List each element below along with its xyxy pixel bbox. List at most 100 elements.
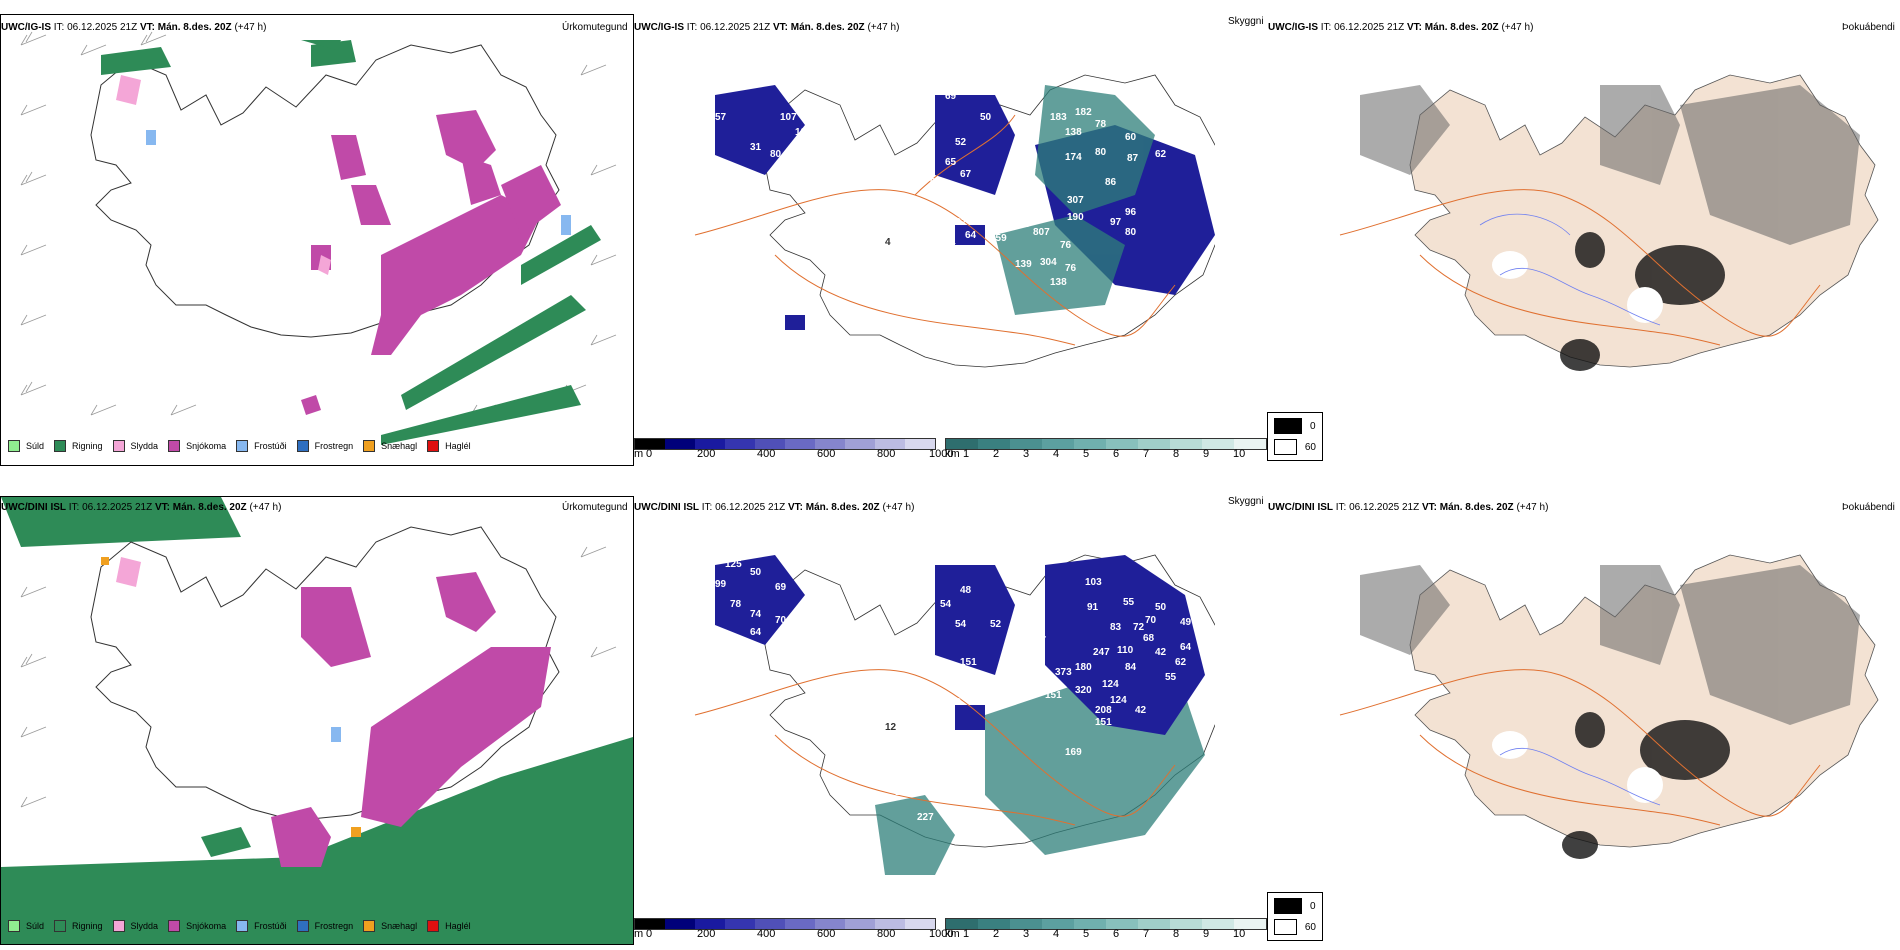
svg-text:86: 86 [1105,177,1117,188]
svg-text:150: 150 [1000,690,1017,701]
svg-text:124: 124 [1110,695,1127,706]
svg-text:50: 50 [1155,602,1167,613]
rain-areas [1,497,633,944]
svg-text:60: 60 [1125,132,1137,143]
svg-text:10: 10 [795,127,807,138]
svg-text:174: 174 [895,787,912,798]
legend-item: Snjókoma [168,440,226,452]
visibility-values: 86 125 50 99 69 78 74 70 64 42 48 54 52 … [715,542,1192,823]
svg-text:12: 12 [895,332,907,343]
svg-text:151: 151 [960,657,977,668]
svg-text:69: 69 [775,582,787,593]
svg-text:12: 12 [885,722,897,733]
legend-item: Rigning [54,920,103,932]
header-precip: UWC/DINI ISL IT: 06.12.2025 21Z VT: Mán.… [1,502,282,513]
legend-item: Frostúði [236,920,287,932]
svg-text:64: 64 [750,627,762,638]
svg-text:76: 76 [1060,240,1072,251]
header-fog: UWC/IG-IS IT: 06.12.2025 21Z VT: Mán. 8.… [1268,22,1534,33]
svg-text:71: 71 [805,162,817,173]
legend-item: Snjókoma [168,920,226,932]
svg-text:42: 42 [1135,705,1147,716]
svg-text:124: 124 [1102,679,1119,690]
legend-item: Slydda [112,920,158,932]
svg-text:48: 48 [960,585,972,596]
sleet-areas [116,75,331,275]
svg-text:182: 182 [1075,107,1092,118]
low-visibility-areas [995,85,1155,315]
precip-type-svg [20,31,617,445]
precip-legend: Súld Rigning Slydda Snjókoma Frostúði Fr… [8,440,481,452]
svg-text:373: 373 [1055,667,1072,678]
fog-title: Þokuábendi [1842,22,1895,33]
fog-dense-areas [1562,712,1730,859]
svg-text:227: 227 [917,812,934,823]
svg-text:138: 138 [1050,277,1067,288]
visibility-ticks: km 1 2 3 4 5 6 7 8 9 10 [945,928,1246,940]
precip-title: Úrkomutegund [562,502,628,513]
svg-text:4: 4 [885,237,891,248]
svg-text:151: 151 [935,779,952,790]
fog-dense-areas [1560,232,1725,371]
svg-text:139: 139 [1015,259,1032,270]
snow-areas [301,110,561,415]
svg-text:97: 97 [1035,635,1047,646]
svg-text:70: 70 [775,615,787,626]
roads [694,114,1176,346]
svg-text:42: 42 [1005,557,1017,568]
roads [694,669,1176,826]
fog-key: 0 60 [1267,892,1323,941]
precip-type-map [0,14,634,466]
svg-text:87: 87 [1035,192,1047,203]
low-cloud-areas [715,555,1205,735]
svg-text:138: 138 [1065,127,1082,138]
cloud-base-ticks: m 0 200 400 600 800 1000 [634,448,954,460]
svg-text:174: 174 [1065,152,1082,163]
svg-text:169: 169 [1000,667,1017,678]
visibility-title: Skyggni [1228,16,1264,27]
svg-text:208: 208 [1095,705,1112,716]
visibility-map: 86 125 50 99 69 78 74 70 64 42 48 54 52 … [694,542,1215,875]
svg-text:81: 81 [985,262,997,273]
svg-text:91: 91 [1087,602,1099,613]
rivers [1499,747,1661,806]
legend-item: Slydda [112,440,158,452]
precip-type-svg [1,497,633,944]
svg-text:50: 50 [925,324,937,335]
header-fog: UWC/DINI ISL IT: 06.12.2025 21Z VT: Mán.… [1268,502,1549,513]
svg-text:68: 68 [1143,633,1155,644]
visibility-values: 103 60 57 107 10 31 80 69 50 52 65 67 61… [715,69,1167,378]
svg-text:60: 60 [750,75,762,86]
svg-text:183: 183 [1050,112,1067,123]
legend-item: Súld [8,920,44,932]
svg-text:50: 50 [750,567,762,578]
svg-text:169: 169 [1065,747,1082,758]
svg-text:125: 125 [725,559,742,570]
svg-text:52: 52 [990,619,1002,630]
svg-text:62: 62 [1155,149,1167,160]
header-visibility: UWC/DINI ISL IT: 06.12.2025 21Z VT: Mán.… [634,502,915,513]
fog-high-areas [1360,85,1860,245]
fog-map [1339,74,1879,371]
svg-text:78: 78 [730,599,742,610]
wind-barbs [20,31,617,416]
svg-text:304: 304 [1040,257,1057,268]
svg-text:70: 70 [1145,615,1157,626]
legend-item: Haglél [427,920,471,932]
svg-text:57: 57 [715,112,727,123]
precip-legend: Súld Rigning Slydda Snjókoma Frostúði Fr… [8,920,481,932]
header-visibility: UWC/IG-IS IT: 06.12.2025 21Z VT: Mán. 8.… [634,22,900,33]
svg-text:151: 151 [1095,717,1112,728]
svg-text:106: 106 [1020,177,1037,188]
cloud-base-ticks: m 0 200 400 600 800 1000 [634,928,954,940]
sleet-areas [116,557,141,587]
svg-text:74: 74 [750,609,762,620]
svg-text:76: 76 [1065,263,1077,274]
svg-text:807: 807 [1033,227,1050,238]
snow-pellet-areas [101,557,361,837]
svg-text:69: 69 [945,91,957,102]
visibility-colorbar [945,918,1267,930]
svg-text:61: 61 [930,177,942,188]
legend-item: Frostregn [296,440,353,452]
visibility-map: 103 60 57 107 10 31 80 69 50 52 65 67 61… [694,69,1215,378]
